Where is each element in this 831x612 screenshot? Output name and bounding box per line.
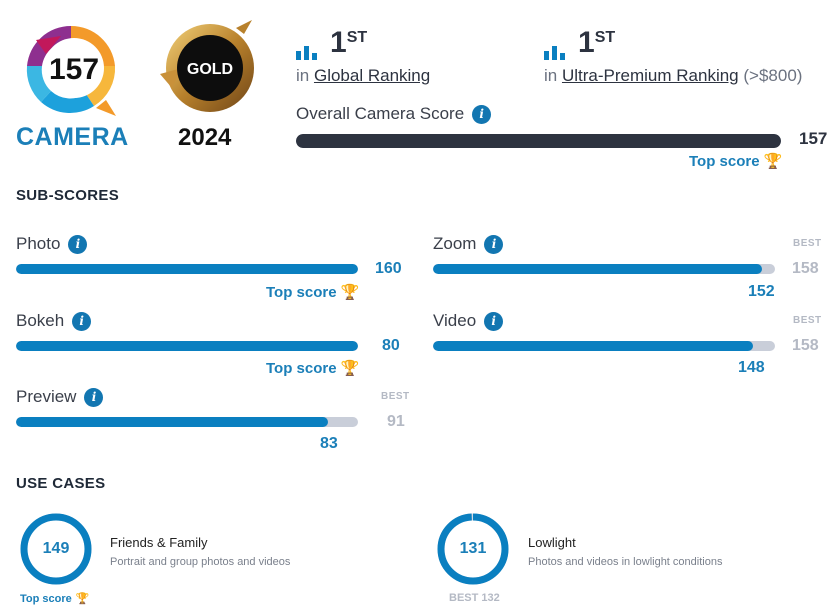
subscore-fill	[16, 417, 328, 427]
best-label: BEST	[793, 238, 822, 249]
usecase-ring	[20, 513, 92, 585]
usecase-ring	[437, 513, 509, 585]
best-value: 158	[792, 260, 819, 277]
top-score-label: Top score	[266, 359, 337, 377]
rank-prefix: in	[544, 66, 558, 85]
subscore-video: Video i BEST 158 148	[433, 311, 823, 381]
gold-award: GOLD 2024	[152, 16, 262, 156]
gold-medal-icon: GOLD	[160, 20, 254, 112]
overall-score-bar	[296, 134, 781, 148]
best-label: BEST	[793, 315, 822, 326]
subscore-name: Video	[433, 311, 477, 330]
trophy-icon: 🏆	[340, 360, 360, 377]
subscore-value: 148	[738, 359, 765, 376]
subscore-value: 152	[748, 283, 775, 300]
subscore-preview: Preview i BEST 91 83	[16, 387, 416, 457]
subscore-name: Preview	[16, 387, 77, 406]
usecase-friends-family: 149 Friends & Family Portrait and group …	[16, 512, 416, 612]
top-score-badge: Top score 🏆	[266, 359, 360, 378]
subscore-fill	[16, 264, 358, 274]
usecase-top-score: Top score 🏆	[20, 592, 90, 606]
overall-score-fill	[296, 134, 781, 148]
usecase-lowlight: 131 Lowlight Photos and videos in lowlig…	[433, 512, 831, 612]
rank-number: 1	[578, 26, 595, 59]
subscore-bar	[433, 264, 775, 274]
subscore-value: 83	[320, 435, 338, 452]
subscores-heading: SUB-SCORES	[16, 187, 120, 204]
subscore-name: Photo	[16, 234, 61, 253]
subscore-bar	[16, 417, 358, 427]
price-range: (>$800)	[743, 66, 803, 85]
top-score-label: Top score	[20, 592, 72, 605]
top-score-badge: Top score 🏆	[266, 283, 360, 302]
ultra-premium-ranking-link[interactable]: Ultra-Premium Ranking	[561, 66, 739, 85]
overall-score-section: Overall Camera Score i 157 Top score 🏆	[296, 104, 827, 170]
subscore-name: Bokeh	[16, 311, 65, 330]
subscore-name: Zoom	[433, 234, 477, 253]
trophy-icon: 🏆	[340, 284, 360, 301]
best-value: 158	[792, 337, 819, 354]
score-ring-icon: 157	[26, 25, 116, 116]
best-label: BEST	[381, 391, 410, 402]
usecase-title: Friends & Family	[110, 535, 208, 550]
subscore-value: 80	[382, 337, 400, 354]
overall-score-label: Overall Camera Score	[296, 104, 465, 123]
usecase-score: 131	[459, 540, 487, 557]
subscore-photo: Photo i 160 Top score 🏆	[16, 234, 406, 304]
subscore-zoom: Zoom i BEST 158 152	[433, 234, 823, 304]
svg-text:GOLD: GOLD	[187, 61, 233, 78]
trophy-icon: 🏆	[75, 593, 90, 605]
ranking-ultra-premium: 1ST in Ultra-Premium Ranking (>$800)	[544, 26, 831, 86]
subscore-bar	[433, 341, 775, 351]
info-icon[interactable]: i	[484, 234, 504, 254]
ranking-global: 1ST in Global Ranking	[296, 26, 526, 86]
global-ranking-link[interactable]: Global Ranking	[313, 66, 431, 85]
usecase-best: BEST 132	[449, 592, 500, 604]
info-icon[interactable]: i	[68, 234, 88, 254]
usecases-heading: USE CASES	[16, 475, 106, 492]
usecase-score: 149	[42, 540, 70, 557]
subscore-fill	[16, 341, 358, 351]
top-score-label: Top score	[266, 283, 337, 301]
camera-score-badge: 157 CAMERA	[16, 16, 128, 151]
subscore-bar	[16, 341, 358, 351]
subscore-fill	[433, 264, 762, 274]
subscore-bokeh: Bokeh i 80 Top score 🏆	[16, 311, 406, 381]
usecase-desc: Portrait and group photos and videos	[110, 556, 291, 568]
overall-score-value: 157	[799, 129, 828, 148]
svg-text:157: 157	[49, 53, 99, 86]
bar-chart-icon	[296, 46, 317, 60]
award-year: 2024	[178, 124, 232, 151]
rank-prefix: in	[296, 66, 310, 85]
info-icon[interactable]: i	[484, 311, 504, 331]
badge-label: CAMERA	[16, 123, 129, 151]
subscore-value: 160	[375, 260, 402, 277]
rank-suffix: ST	[346, 28, 368, 46]
subscore-fill	[433, 341, 754, 351]
info-icon[interactable]: i	[72, 311, 92, 331]
info-icon[interactable]: i	[472, 104, 492, 124]
usecase-desc: Photos and videos in lowlight conditions	[528, 556, 723, 568]
subscore-bar	[16, 264, 358, 274]
trophy-icon: 🏆	[763, 153, 783, 170]
usecase-title: Lowlight	[528, 535, 576, 550]
bar-chart-icon	[544, 46, 565, 60]
top-score-label: Top score	[689, 152, 760, 170]
best-value: 91	[387, 413, 405, 430]
info-icon[interactable]: i	[84, 387, 104, 407]
rank-suffix: ST	[594, 28, 616, 46]
rank-number: 1	[330, 26, 347, 59]
overall-top-score: Top score 🏆	[689, 152, 783, 171]
